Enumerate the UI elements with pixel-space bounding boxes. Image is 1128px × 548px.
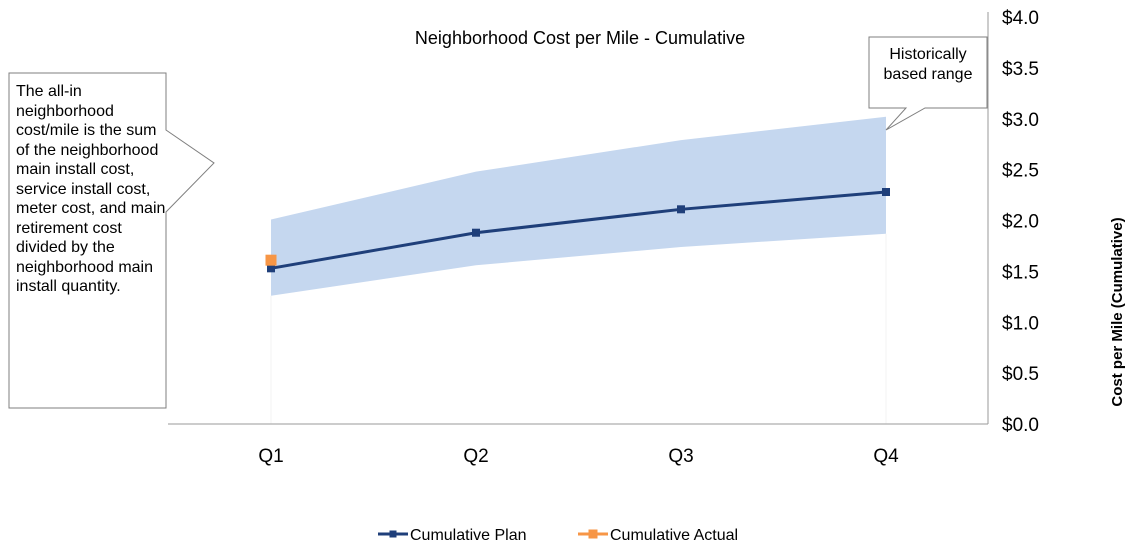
chart-title: Neighborhood Cost per Mile - Cumulative [415,28,745,48]
y-tick-label: $0.0 [1002,415,1039,436]
data-point-marker [265,254,277,266]
data-point-marker [677,205,685,214]
y-tick-label: $0.5 [1002,364,1039,385]
left-callout-text: The all-in neighborhood cost/mile is the… [16,83,166,295]
range-band-layer [270,116,887,424]
range-callout-box [868,36,988,131]
data-point-marker [472,228,480,237]
legend-label: Cumulative Plan [410,527,527,544]
callouts [8,36,988,409]
x-tick-label: Q4 [873,446,899,467]
y-tick-label: $3.5 [1002,59,1039,80]
data-point-marker [882,188,890,197]
legend: Cumulative Plan Cumulative Actual [378,527,738,544]
y-tick-label: $2.0 [1002,212,1039,233]
range-band [271,116,886,296]
axes: $0.0 $0.5 $1.0 $1.5 $2.0 $2.5 $3.0 $3.5 $4.0 Q1 Q2… [168,8,1039,467]
y-tick-label: $3.0 [1002,110,1039,131]
left-callout-box [8,72,215,409]
series-layer [265,188,890,273]
y-tick-label: $4.0 [1002,8,1039,29]
y-tick-label: $1.5 [1002,262,1039,283]
legend-label: Cumulative Actual [610,527,738,544]
x-tick-label: Q1 [258,446,283,467]
y-axis-label: Cost per Mile (Cumulative) [1109,217,1126,406]
x-tick-label: Q2 [463,446,488,467]
legend-swatch-marker [588,529,598,539]
legend-swatch-marker [389,530,397,538]
x-tick-label: Q3 [668,446,693,467]
y-tick-label: $2.5 [1002,161,1039,182]
range-callout-text: Historically based range [883,46,973,83]
series-line [270,190,887,270]
y-tick-label: $1.0 [1002,313,1039,334]
data-point-marker [267,264,275,273]
